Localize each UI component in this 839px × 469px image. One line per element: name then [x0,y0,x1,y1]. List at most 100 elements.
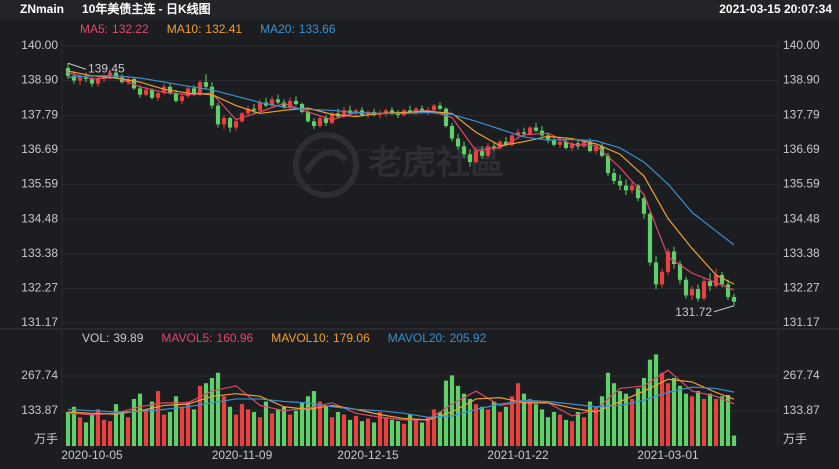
min-pointer [713,305,735,313]
candle-body [215,105,221,125]
volume-bar [455,385,461,446]
volume-bar [677,385,683,446]
volume-bar [467,398,473,446]
volume-bar [719,396,725,446]
y2-tick-label: 134.48 [783,211,820,225]
y-unit-label: 万手 [34,432,58,446]
top-bar [0,0,839,20]
candle-body [731,296,737,302]
volume-bar [107,421,113,446]
volume-bar [221,396,227,446]
y2-tick-label: 133.38 [783,246,820,260]
volume-bar [71,406,77,446]
legend-name: MAVOL5: [161,331,212,345]
y2-tick-label: 267.74 [783,368,820,382]
volume-bar [137,393,143,446]
y-tick-label: 267.74 [21,368,58,382]
candle-body [95,78,101,84]
candle-body [431,105,437,111]
volume-bar [215,372,221,446]
volume-bar [179,406,185,446]
candle-body [665,251,671,272]
volume-bar [377,411,383,446]
volume-bar [461,393,467,446]
volume-bar [311,391,317,446]
y-tick-label: 137.79 [21,108,58,122]
candle-body [89,78,95,84]
volume-bar [185,401,191,446]
volume-bar [113,404,119,446]
volume-bar [635,388,641,446]
legend-name: MAVOL10: [271,331,329,345]
volume-bar [227,406,233,446]
candle-body [467,154,473,163]
volume-bar [77,417,83,446]
y-tick-label: 133.38 [21,246,58,260]
volume-bar [539,409,545,446]
candle-body [257,102,263,111]
y-tick-label: 132.27 [21,281,58,295]
volume-bar [557,414,563,446]
candle-body [461,146,467,155]
y2-tick-label: 136.69 [783,142,820,156]
volume-bar [713,398,719,446]
y2-tick-label: 133.87 [783,403,820,417]
candle-body [503,141,509,145]
candle-body [689,289,695,296]
chart-title: 10年美债主连 - 日K线图 [82,1,211,16]
candle-body [227,118,233,128]
candle-body [203,82,209,87]
candle-body [521,132,527,134]
candle-body [209,86,215,106]
volume-bar [395,421,401,446]
candle-body [533,127,539,131]
volume-bar [293,410,299,446]
x-tick-label: 2020-12-15 [337,448,399,462]
volume-bar [245,409,251,446]
candle-body [719,275,725,285]
candle-body [299,104,305,112]
y-tick-label: 133.87 [21,403,58,417]
candle-body [377,113,383,116]
volume-bar [389,419,395,446]
candle-body [173,93,179,101]
volume-bar [527,398,533,446]
volume-bar [371,422,377,446]
y2-tick-label: 135.59 [783,177,820,191]
candle-body [557,141,563,145]
volume-bar [65,411,71,446]
candle-body [701,281,707,299]
volume-bar [257,417,263,446]
candle-body [233,121,239,128]
candle-body [635,185,641,199]
y2-tick-label: 137.79 [783,108,820,122]
ma-line [67,75,735,246]
x-tick-label: 2021-01-22 [487,448,549,462]
volume-bar [425,417,431,446]
volume-bar [725,395,731,446]
volume-bar [653,354,659,446]
candle-body [341,110,347,117]
volume-bar [581,417,587,446]
candle-body [641,198,647,214]
volume-bar [497,411,503,446]
y2-tick-label: 140.00 [783,38,820,52]
volume-bar [323,406,329,446]
volume-bar [665,383,671,446]
volume-bar [299,402,305,446]
volume-bar [287,414,293,446]
candle-body [275,99,281,103]
candle-body [137,88,143,95]
candle-body [293,100,299,105]
volume-bar [335,411,341,446]
candle-body [617,180,623,186]
candle-body [515,132,521,136]
legend-name: MA20: [260,22,295,36]
candle-body [179,96,185,101]
volume-bar [251,411,257,446]
volume-bar [731,435,737,446]
candle-body [287,100,293,108]
legend: VOL: 39.89 MAVOL5: 160.96 MAVOL10: 179.06 MAVO… [82,331,487,345]
volume-bar [173,396,179,446]
